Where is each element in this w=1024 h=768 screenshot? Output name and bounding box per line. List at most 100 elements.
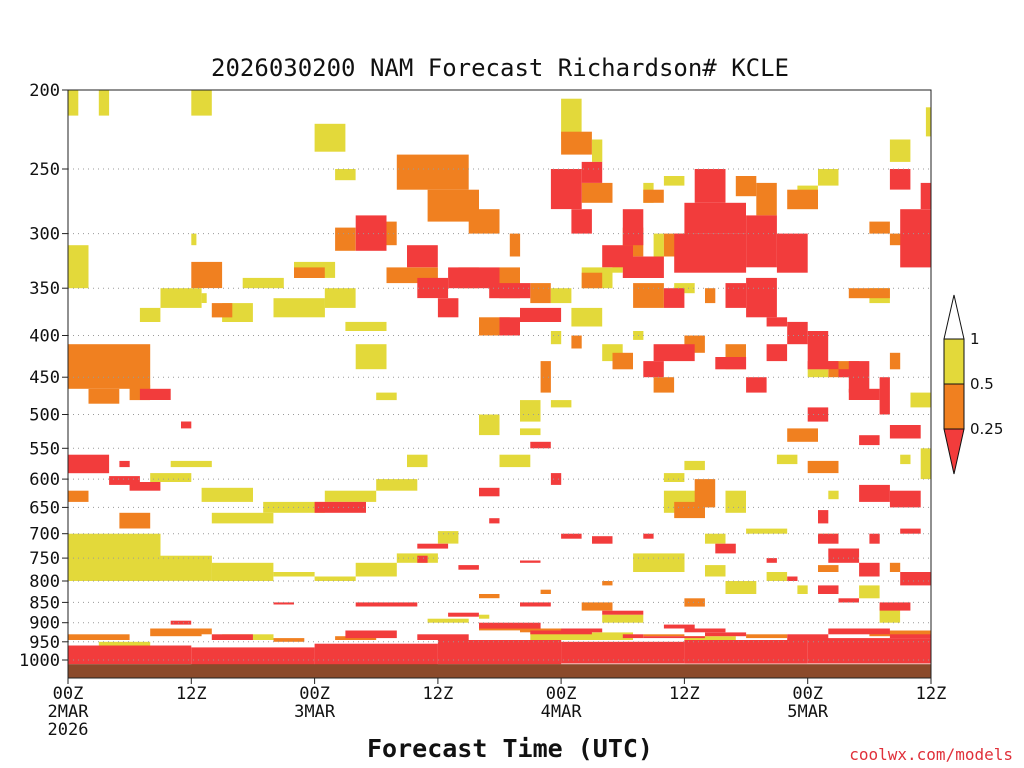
ri-cell-2-23 (787, 321, 808, 345)
ri-cell-0-0 (68, 245, 89, 289)
ri-cell-0-4 (191, 233, 197, 246)
legend-top-arrow (943, 294, 965, 340)
ri-cell-1-2 (68, 490, 89, 502)
x-tick-label: 2026 (48, 720, 89, 740)
ri-cell-2-79 (561, 641, 685, 664)
heatmap-cells (68, 90, 931, 666)
x-tick-label: 00Z (546, 684, 577, 704)
ri-cell-2-65 (766, 558, 777, 563)
ri-cell-2-4 (489, 283, 531, 299)
ri-cell-1-7 (396, 154, 469, 190)
ri-cell-2-70 (879, 602, 911, 611)
ri-cell-1-26 (756, 182, 777, 216)
ri-cell-0-21 (273, 572, 315, 577)
ri-cell-2-89 (643, 636, 705, 639)
ri-cell-1-23 (653, 377, 675, 393)
y-tick-label: 900 (29, 614, 60, 634)
ri-cell-2-36 (889, 425, 921, 439)
x-tick-label: 2MAR (48, 702, 90, 722)
ri-cell-0-54 (479, 614, 490, 619)
ri-cell-0-17 (376, 392, 397, 401)
ri-cell-2-43 (889, 169, 911, 190)
ri-cell-2-15 (694, 169, 726, 203)
x-tick-label: 5MAR (787, 702, 829, 722)
y-tick-label: 700 (29, 525, 60, 545)
ri-cell-2-53 (479, 487, 500, 497)
ri-cell-2-72 (838, 598, 859, 603)
ri-cell-1-44 (273, 638, 305, 642)
ri-cell-0-48 (859, 585, 880, 599)
y-tick-label: 500 (29, 406, 60, 426)
legend-swatch-orange (943, 383, 965, 430)
ri-cell-2-3 (448, 267, 500, 289)
y-tick-label: 850 (29, 593, 60, 613)
ri-cell-0-22 (314, 576, 356, 581)
y-tick-label: 1000 (19, 651, 60, 671)
ri-cell-0-62 (653, 233, 664, 257)
ri-cell-0-65 (561, 98, 582, 140)
ri-cell-2-31 (838, 369, 859, 378)
ri-cell-2-61 (561, 533, 582, 539)
ri-cell-1-48 (643, 634, 685, 637)
credit-text: coolwx.com/models (849, 745, 1013, 764)
legend-bottom-arrow (943, 428, 965, 475)
ri-cell-2-22 (766, 317, 788, 327)
ri-cell-0-58 (663, 176, 685, 186)
ri-cell-0-34 (520, 400, 541, 422)
ri-cell-0-53 (684, 636, 736, 642)
ri-cell-2-82 (211, 634, 253, 640)
ri-cell-2-19 (776, 233, 808, 273)
ri-cell-2-50 (139, 388, 171, 400)
ri-cell-0-82 (797, 585, 808, 594)
ri-cell-1-29 (705, 288, 716, 304)
ri-cell-2-96 (355, 602, 418, 607)
y-tick-label: 450 (29, 368, 60, 388)
color-legend: 1 0.5 0.25 (943, 294, 1003, 475)
ri-cell-1-52 (581, 602, 613, 611)
ri-cell-2-56 (417, 555, 428, 563)
ri-cell-2-9 (581, 161, 603, 183)
ri-cell-0-14 (324, 288, 356, 308)
ri-cell-1-62 (612, 352, 633, 370)
ri-cell-2-74 (807, 407, 829, 422)
x-tick-label: 00Z (792, 684, 823, 704)
ri-cell-2-80 (684, 640, 808, 664)
x-axis-label: Forecast Time (UTC) (367, 734, 653, 763)
ri-cell-2-13 (622, 256, 664, 278)
ri-cell-1-16 (540, 361, 551, 393)
ri-cell-2-60 (530, 441, 551, 449)
ri-cell-1-50 (869, 630, 931, 637)
ri-cell-2-73 (818, 510, 829, 524)
ri-cell-2-81 (807, 638, 931, 664)
ri-cell-2-37 (859, 484, 890, 502)
ri-cell-2-46 (68, 454, 110, 474)
ri-cell-0-41 (725, 581, 757, 594)
ri-cell-1-27 (787, 189, 818, 210)
ri-cell-2-14 (663, 288, 685, 308)
ri-cell-1-60 (725, 344, 746, 362)
ri-cell-0-64 (818, 169, 839, 186)
ri-cell-0-35 (479, 414, 500, 436)
ri-cell-2-62 (592, 536, 613, 544)
ri-cell-2-26 (746, 377, 767, 393)
ri-cell-0-52 (530, 632, 633, 640)
plot-frame (67, 89, 932, 679)
ri-cell-0-7 (201, 293, 207, 303)
ri-cell-0-32 (437, 531, 459, 544)
ri-cell-2-48 (129, 482, 161, 491)
ri-cell-2-87 (561, 628, 603, 633)
ri-cell-0-85 (705, 533, 726, 544)
ri-cell-0-75 (684, 460, 705, 471)
ri-cell-2-21 (746, 277, 777, 318)
y-tick-label: 400 (29, 327, 60, 347)
ri-cell-2-64 (715, 543, 736, 554)
ri-cell-0-1 (68, 90, 79, 116)
ri-cell-0-66 (592, 139, 603, 162)
ri-cell-2-86 (530, 630, 592, 635)
ri-cell-2-35 (859, 435, 880, 446)
y-tick-label: 200 (29, 81, 60, 101)
ri-cell-1-41 (889, 562, 901, 572)
ri-cell-2-91 (787, 634, 829, 640)
